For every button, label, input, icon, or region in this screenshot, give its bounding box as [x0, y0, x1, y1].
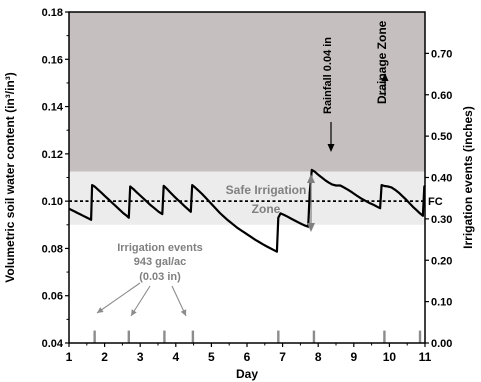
- irrigation-events: [93, 330, 422, 343]
- y-tick-label: 0.16: [42, 54, 63, 66]
- irrigation-pointer-head: [180, 309, 187, 316]
- y2-axis-title: Irrigation events (inches): [461, 106, 475, 249]
- irrigation-event-bar: [163, 330, 166, 343]
- irrigation-event-bar: [312, 330, 316, 343]
- irrigation-event-bar: [383, 330, 386, 343]
- x-tick-label: 10: [383, 350, 397, 364]
- x-tick-label: 5: [208, 350, 215, 364]
- irrigation-note-line3: (0.03 in): [139, 271, 181, 283]
- irrigation-pointer-head: [131, 309, 137, 316]
- rainfall-label: Rainfall 0.04 in: [322, 37, 334, 114]
- drainage-arrow-head: [381, 73, 389, 81]
- x-tick-label: 9: [350, 350, 357, 364]
- y-axis-left: 0.04 0.06 0.08 0.10 0.12 0.14 0.16 0.18: [42, 7, 69, 350]
- y2-tick-label: 0.50: [431, 131, 452, 143]
- irrigation-note-line1: Irrigation events: [117, 242, 203, 254]
- irrigation-pointer-line: [96, 282, 141, 314]
- y-axis-right: 0.00 0.10 0.20 0.30 0.40 0.50 0.60 0.70: [425, 48, 452, 350]
- irrigation-event-bar: [93, 330, 96, 343]
- y-tick-label: 0.10: [42, 196, 63, 208]
- y2-tick-label: 0.30: [431, 214, 452, 226]
- irrigation-event-bar: [127, 330, 131, 343]
- drainage-zone-band: [69, 12, 425, 172]
- safe-irrigation-zone-band: [69, 171, 425, 225]
- x-tick-label: 7: [279, 350, 286, 364]
- x-tick-label: 3: [137, 350, 144, 364]
- y2-tick-label: 0.00: [431, 338, 452, 350]
- soil-water-content-line: [68, 168, 426, 253]
- x-tick-label: 1: [66, 350, 73, 364]
- field-capacity-label: FC: [428, 196, 443, 208]
- irrigation-pointer-head: [97, 307, 104, 313]
- x-tick-label: 4: [172, 350, 179, 364]
- y-tick-label: 0.12: [42, 149, 63, 161]
- y-tick-label: 0.06: [42, 291, 63, 303]
- y-tick-label: 0.04: [42, 338, 64, 350]
- safe-zone-label-line2: Zone: [252, 202, 281, 216]
- y-axis-title: Volumetric soil water content (in³/in³): [3, 72, 17, 282]
- y-tick-label: 0.14: [42, 102, 64, 114]
- y-tick-label: 0.18: [42, 7, 63, 19]
- y2-tick-label: 0.70: [431, 48, 452, 60]
- x-axis-title: Day: [236, 367, 258, 381]
- drainage-zone-label: Drainage Zone: [375, 20, 389, 104]
- x-tick-label: 8: [315, 350, 322, 364]
- y-tick-label: 0.08: [42, 243, 63, 255]
- irrigation-pointers: [96, 282, 187, 317]
- y2-tick-label: 0.20: [431, 255, 452, 267]
- safe-zone-arrow-down-head: [307, 223, 315, 232]
- y2-tick-label: 0.40: [431, 173, 452, 185]
- x-tick-label: 11: [419, 350, 432, 364]
- plot-background: [69, 12, 425, 225]
- safe-zone-arrow-up-head: [307, 174, 315, 183]
- y2-tick-label: 0.60: [431, 90, 452, 102]
- irrigation-event-bar: [191, 330, 195, 343]
- irrigation-event-bar: [277, 330, 280, 343]
- y2-tick-label: 0.10: [431, 297, 452, 309]
- rainfall-arrow-head: [327, 144, 335, 152]
- irrigation-event-bar: [418, 330, 422, 343]
- irrigation-note-line2: 943 gal/ac: [134, 256, 187, 268]
- x-tick-label: 2: [101, 350, 108, 364]
- x-axis: 1 2 3 4 5 6 7 8 9 10 11: [66, 343, 432, 364]
- safe-zone-label-line1: Safe Irrigation: [226, 183, 307, 197]
- x-tick-label: 6: [244, 350, 251, 364]
